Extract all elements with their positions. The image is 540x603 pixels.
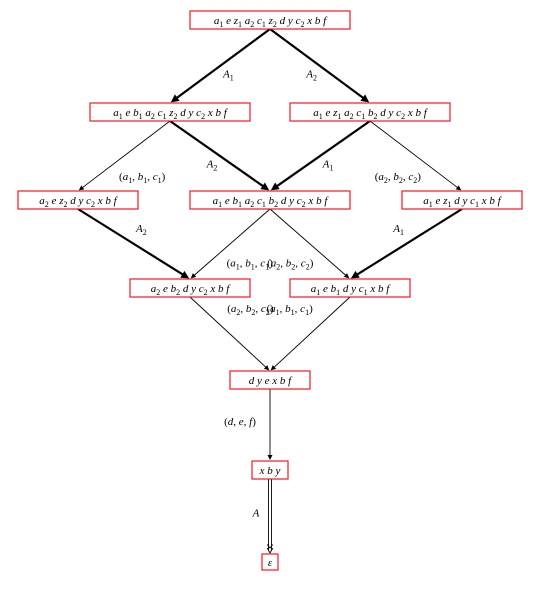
node: ε — [262, 554, 278, 570]
edge-label: (d, e, f) — [224, 416, 256, 428]
node: a1​ e b1​ a2​ c1​ z2​ d y c2​ x b f — [90, 103, 250, 121]
node-label: a2​ e z2​ d y c2​ x b f — [39, 195, 118, 209]
node: a1​ e b1​ a2​ c1​ b2​ d y c2​ x b f — [190, 191, 350, 209]
edge-label: A — [252, 508, 260, 520]
derivation-tree: A1​ A2​ (a1​, b1​, c1​) A2​ A1​ (a2​, b2​, c2… — [0, 0, 540, 603]
edge-label: (a2​, b2​, c2​) — [375, 171, 422, 185]
edge-label: (a2​, b2​, c2​) — [267, 258, 314, 272]
edge-label: A2​ — [135, 223, 147, 237]
node-label: a1​ e z1​ d y c1​ x b f — [423, 195, 502, 209]
edge-label: A2​ — [305, 68, 317, 82]
node-label: a1​ e b1​ a2​ c1​ z2​ d y c2​ x b f — [113, 107, 228, 121]
node-label: a1​ e b1​ d y c1​ x b f — [311, 283, 392, 297]
node: a2​ e z2​ d y c2​ x b f — [18, 191, 138, 209]
node: a1​ e z1​ d y c1​ x b f — [402, 191, 522, 209]
node: a2​ e b2​ d y c2​ x b f — [130, 279, 250, 297]
node: x b y — [252, 461, 288, 479]
node: a1​ e b1​ d y c1​ x b f — [290, 279, 410, 297]
node: a1​ e z1​ a2​ c1​ b2​ d y c2​ x b f — [290, 103, 450, 121]
edge-label: (a1​, b1​, c1​) — [119, 171, 166, 185]
edge-label: A1​ — [322, 158, 334, 172]
node-label: a1​ e b1​ a2​ c1​ b2​ d y c2​ x b f — [213, 195, 330, 209]
node: a1​ e z1​ a2​ c1​ z2​ d y c2​ x b f — [190, 11, 350, 29]
node-label: ε — [268, 557, 273, 569]
edge-label: A2​ — [206, 158, 218, 172]
node-label: x b y — [259, 465, 281, 477]
node-label: a2​ e b2​ d y c2​ x b f — [151, 283, 232, 297]
node-label: a1​ e z1​ a2​ c1​ b2​ d y c2​ x b f — [313, 107, 428, 121]
edge-label: (a1​, b1​, c1​) — [267, 303, 314, 317]
node-label: d y e x b f — [249, 375, 293, 387]
node-label: a1​ e z1​ a2​ c1​ z2​ d y c2​ x b f — [214, 15, 328, 29]
edge-label: A1​ — [392, 223, 404, 237]
edge-label: A1​ — [222, 68, 234, 82]
node: d y e x b f — [230, 371, 310, 389]
